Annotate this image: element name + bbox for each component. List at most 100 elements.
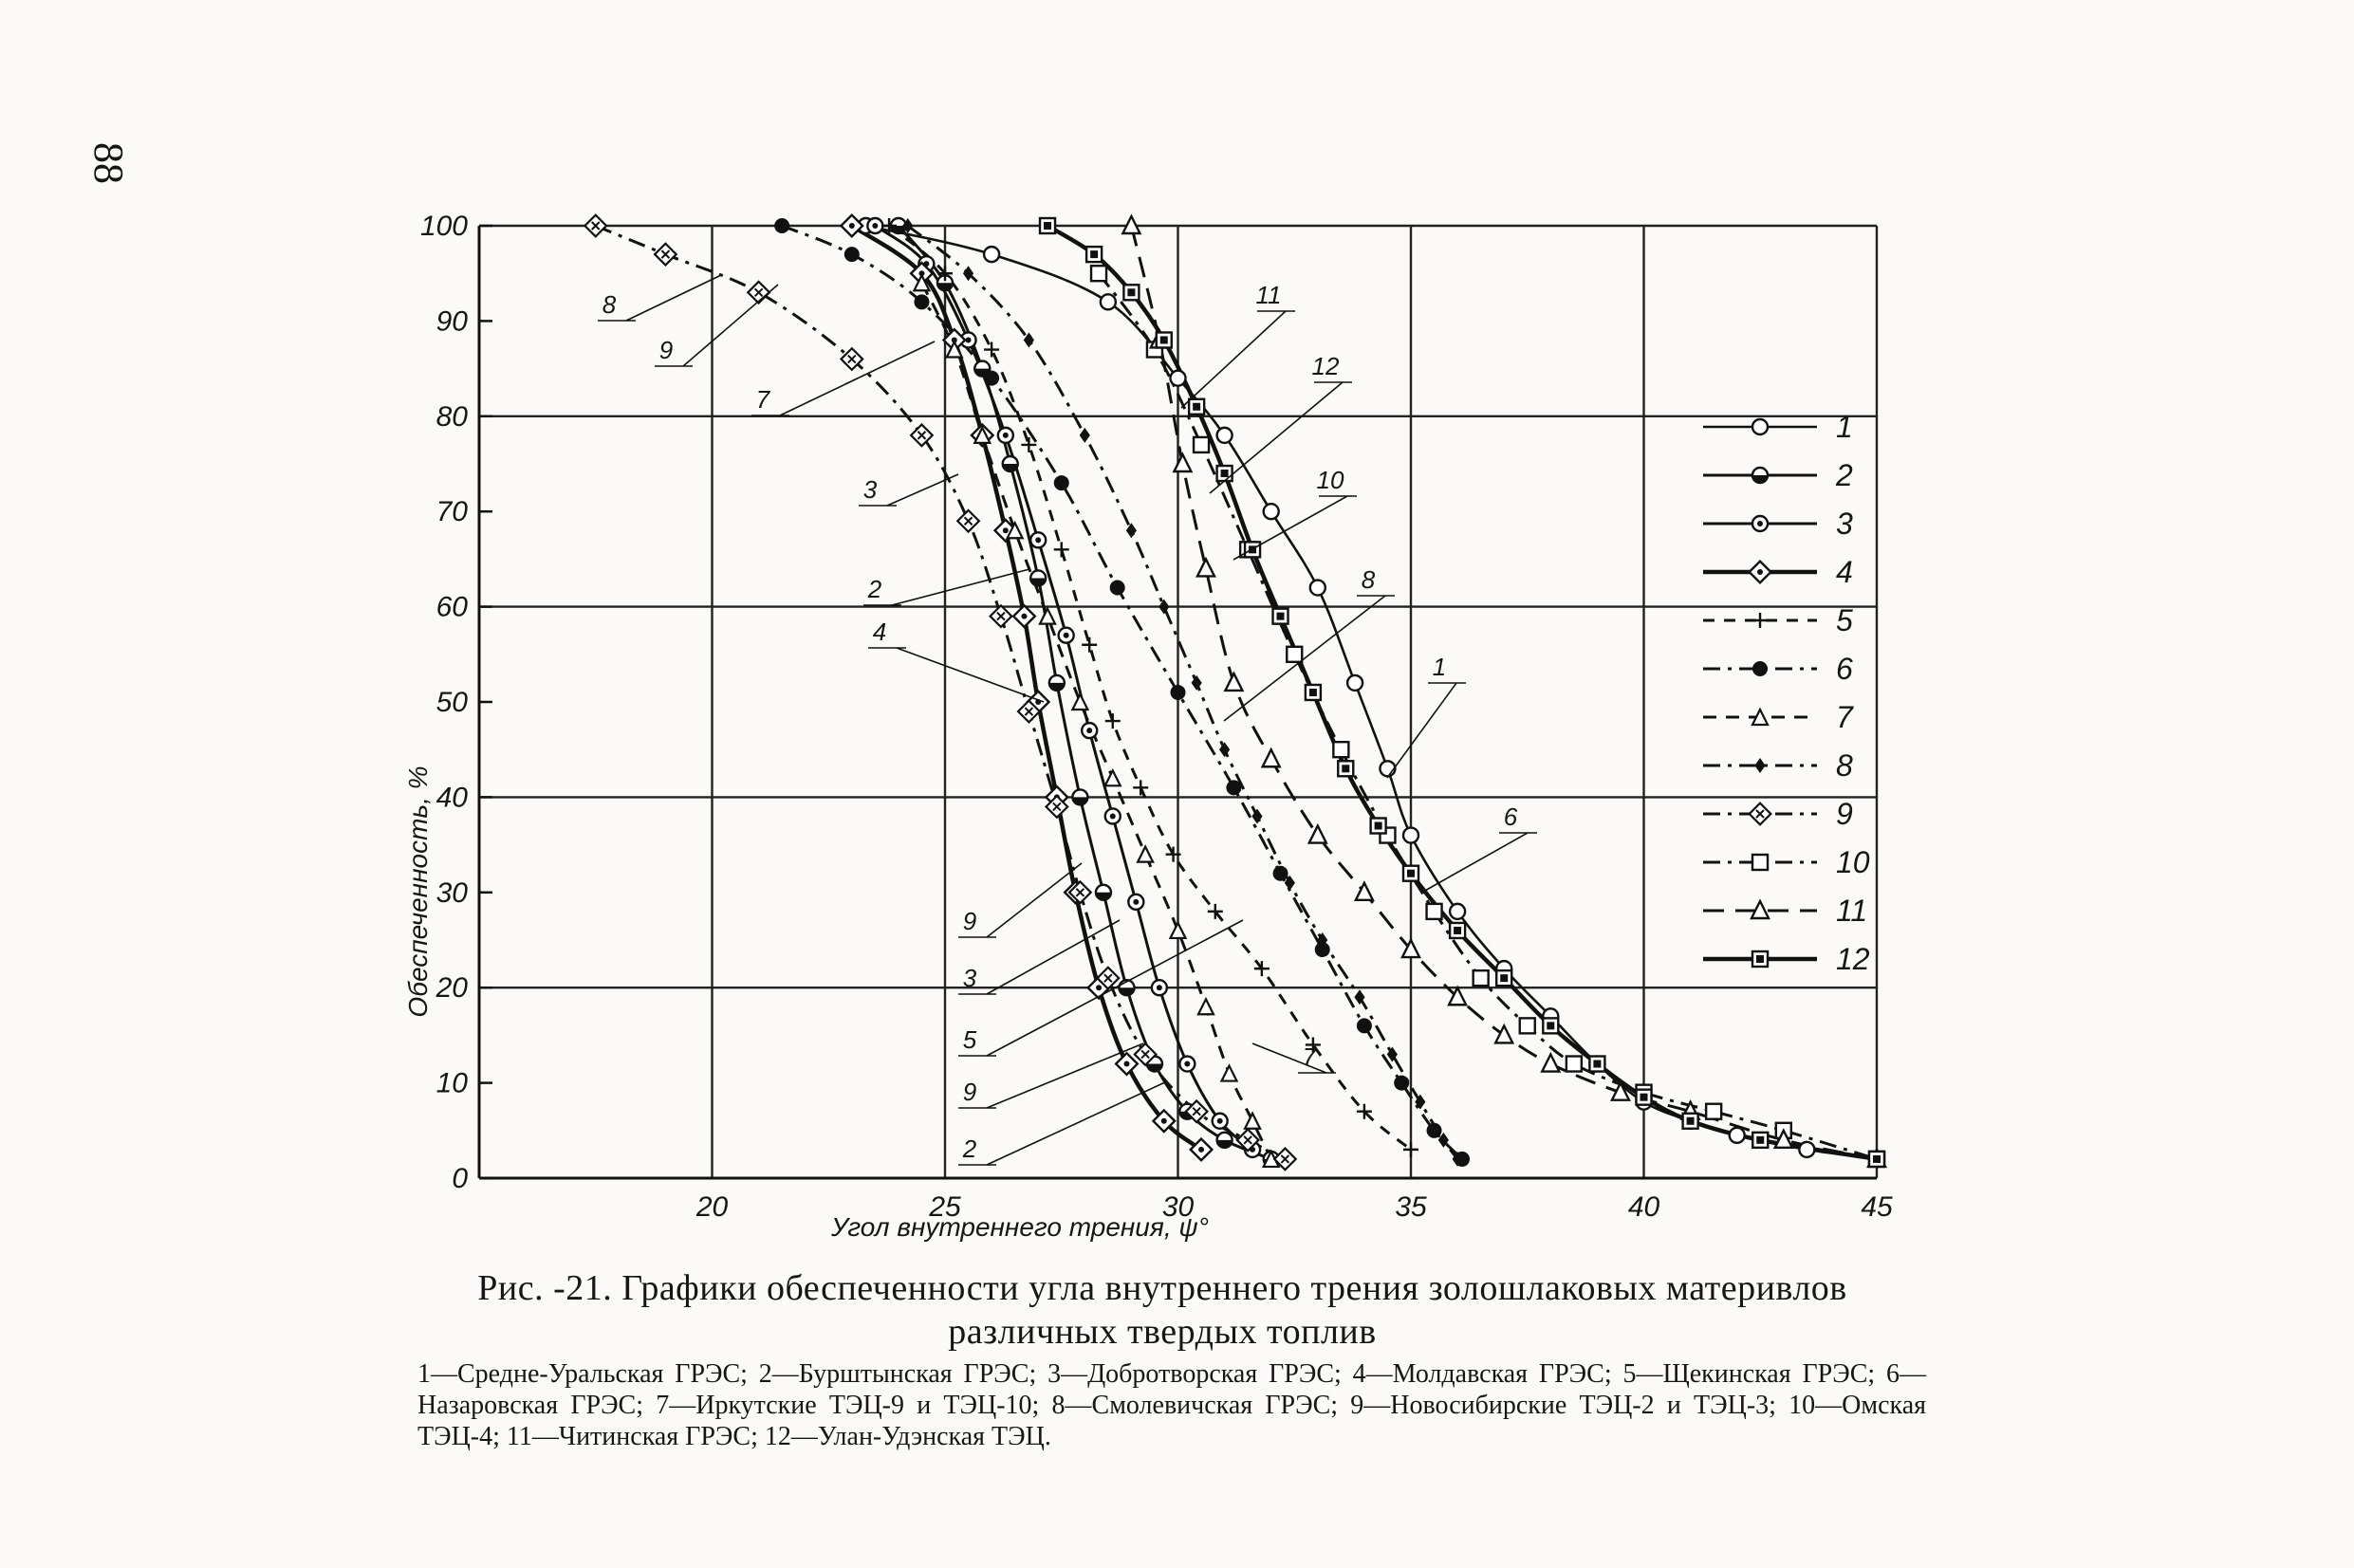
data-point-series-4 [1114,1051,1140,1077]
x-tick-label: 40 [1628,1191,1660,1223]
data-point-series-6 [1053,475,1069,491]
legend-label: 6 [1836,652,1853,686]
curve-label-leader [1251,1042,1327,1074]
legend-label: 1 [1836,410,1853,444]
legend-label: 3 [1836,507,1853,541]
data-point-series-10 [1565,1055,1584,1073]
data-point-series-3 [1081,721,1099,740]
data-point-series-2 [889,216,908,235]
data-point-series-12 [1401,864,1420,882]
legend-marker [1751,707,1770,727]
series-line-9 [595,224,1287,1161]
curve-label-text: 9 [659,336,673,364]
curve-label: 8 [598,274,722,322]
curve-label-leader [986,919,1244,1057]
data-point-series-5 [881,218,898,233]
data-point-series-2 [1029,569,1047,587]
x-tick-label: 30 [1162,1191,1195,1223]
data-point-series-9 [1044,794,1069,820]
data-point-series-11 [1772,1128,1794,1150]
curve-label-leader [986,919,1121,995]
data-point-series-7 [973,425,992,444]
legend-item-10: 10 [1703,845,1870,879]
data-point-series-6 [843,247,860,263]
curve-label: 5 [958,919,1244,1057]
data-point-series-5 [937,266,953,282]
y-tick-label: 40 [436,782,469,813]
data-point-series-9 [989,603,1013,629]
legend-marker [1751,950,1770,968]
data-point-series-7 [1196,996,1215,1016]
legend-item-2: 2 [1703,458,1853,492]
legend-label: 7 [1836,700,1854,734]
data-point-series-7 [1038,606,1057,625]
data-point-series-1 [1448,902,1467,921]
curve-label-leader [625,274,722,322]
data-point-series-9 [1272,1147,1298,1171]
data-point-series-12 [1187,397,1206,415]
data-point-series-10 [1704,1102,1723,1120]
data-point-series-12 [1867,1150,1886,1169]
curve-label: 4 [868,618,1045,703]
markers [583,212,1887,1171]
data-point-series-12 [1155,331,1173,349]
data-point-series-9 [1184,1098,1210,1124]
data-point-series-6 [1109,580,1125,596]
curve-label-text: 2 [962,1134,977,1163]
data-point-series-9 [1095,966,1121,991]
legend-marker [1748,802,1772,826]
data-point-series-7 [1103,767,1122,787]
curve-label-text: 6 [1504,802,1518,831]
data-point-series-10 [1472,968,1490,987]
data-point-series-2 [1094,883,1113,901]
curve-label-leader [1209,381,1344,494]
data-point-series-11 [1400,937,1421,959]
curve-label-leader [891,568,1030,606]
data-point-series-12 [1304,683,1323,702]
data-point-series-12 [1588,1055,1606,1073]
legend-label: 9 [1836,797,1853,831]
data-point-series-7 [1136,844,1155,863]
data-point-series-2 [1001,454,1019,473]
data-point-series-7 [1219,1063,1239,1082]
data-point-series-10 [1332,741,1350,759]
data-point-series-3 [1178,1055,1196,1073]
data-point-series-8 [962,266,974,282]
y-tick-label: 90 [436,305,469,337]
legend-label: 4 [1836,555,1853,589]
data-point-series-6 [1314,942,1330,958]
data-point-series-9 [583,213,608,238]
data-point-series-5 [1133,780,1149,796]
y-tick-label: 10 [436,1068,469,1099]
curve-label: 7 [1251,1042,1336,1074]
data-point-series-2 [1071,788,1089,806]
curve-label: 9 [958,1042,1144,1109]
curve-label-text: 3 [863,475,878,504]
data-point-series-7 [1070,692,1090,711]
data-point-series-11 [1447,985,1469,1006]
legend-label: 5 [1836,603,1853,637]
curve-label-leader [986,1080,1168,1166]
data-point-series-12 [1681,1112,1699,1130]
data-point-series-8 [902,218,914,233]
series-line-6 [781,224,1464,1160]
data-point-series-9 [1133,1042,1158,1067]
legend-label: 10 [1836,845,1870,879]
figure-caption: Рис. -21. Графики обеспеченности угла вн… [477,1268,1847,1352]
data-point-series-1 [1798,1140,1816,1159]
y-axis-label: Обеспеченность, % [403,766,433,1017]
data-point-series-4 [1189,1136,1214,1162]
legend-item-1: 1 [1703,410,1853,444]
data-point-series-5 [1053,542,1069,558]
legend-item-5: 5 [1703,603,1853,637]
data-point-series-5 [1104,713,1121,729]
legend-marker [1751,514,1770,533]
series-line-4 [850,224,1203,1152]
data-point-series-8 [1125,523,1137,539]
data-point-series-12 [1752,1131,1770,1150]
curve-label: 7 [751,341,936,416]
data-point-series-7 [912,272,932,292]
y-tick-label: 60 [436,592,469,623]
curve-label-text: 7 [756,385,771,414]
